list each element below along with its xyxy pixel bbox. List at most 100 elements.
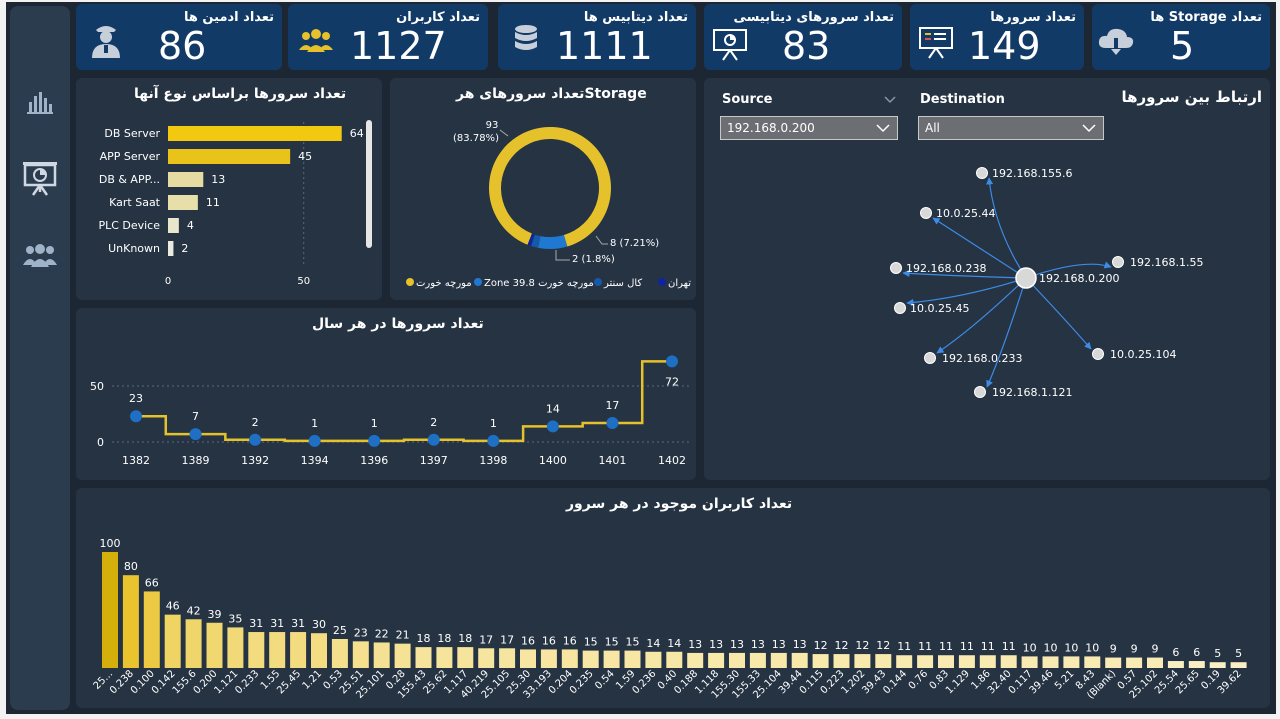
node[interactable] xyxy=(1092,348,1104,360)
bar[interactable] xyxy=(227,627,244,668)
data-label: 13 xyxy=(751,638,765,651)
data-point[interactable] xyxy=(606,416,619,429)
bar[interactable] xyxy=(582,650,599,668)
bar[interactable] xyxy=(143,591,160,668)
data-point[interactable] xyxy=(189,428,202,441)
tick-label: 1397 xyxy=(420,454,448,467)
bar[interactable] xyxy=(290,632,307,668)
bar[interactable] xyxy=(1230,662,1247,668)
bar[interactable] xyxy=(603,650,620,668)
bar[interactable] xyxy=(1209,662,1226,668)
bar[interactable] xyxy=(499,648,516,668)
bar[interactable] xyxy=(520,649,536,668)
data-point[interactable] xyxy=(546,420,559,433)
center-node[interactable] xyxy=(1015,267,1037,289)
bar[interactable] xyxy=(457,647,474,668)
bar[interactable] xyxy=(749,652,766,668)
bar[interactable] xyxy=(666,651,683,668)
tick-label: 39.62 xyxy=(1216,668,1244,696)
data-point[interactable] xyxy=(666,355,678,368)
node[interactable] xyxy=(974,386,986,398)
bar[interactable] xyxy=(478,648,495,668)
source-select[interactable]: 192.168.0.200 xyxy=(720,116,898,140)
bar[interactable] xyxy=(185,619,202,668)
slice-pct-label: (83.78%) xyxy=(453,133,499,144)
kpi-value: 1127 xyxy=(350,24,447,68)
legend-swatch xyxy=(658,278,666,286)
presentation-board-icon xyxy=(919,27,953,59)
bar[interactable] xyxy=(1000,655,1017,668)
bar[interactable] xyxy=(540,649,557,668)
node[interactable] xyxy=(976,167,988,179)
scrollbar[interactable] xyxy=(366,120,372,248)
bar[interactable] xyxy=(1126,657,1143,668)
bar[interactable] xyxy=(812,654,829,668)
data-label: 13 xyxy=(793,638,807,651)
bar[interactable] xyxy=(415,647,432,668)
data-label: 16 xyxy=(563,634,577,647)
bar[interactable] xyxy=(645,651,662,668)
bar[interactable] xyxy=(331,639,348,668)
bar[interactable] xyxy=(311,633,327,668)
bar[interactable] xyxy=(624,650,641,668)
node[interactable] xyxy=(920,207,932,219)
bar[interactable] xyxy=(122,575,139,668)
node[interactable] xyxy=(924,352,936,364)
bar[interactable] xyxy=(687,652,704,668)
bar[interactable] xyxy=(708,652,725,668)
data-label: 11 xyxy=(960,640,974,653)
bar[interactable] xyxy=(958,655,975,668)
bar-chart-icon[interactable] xyxy=(18,80,62,124)
bar[interactable] xyxy=(729,652,745,668)
bar[interactable] xyxy=(854,654,871,668)
data-point[interactable] xyxy=(130,410,142,423)
bar[interactable] xyxy=(770,652,787,668)
bar[interactable] xyxy=(436,647,453,668)
data-point[interactable] xyxy=(308,434,321,447)
data-point[interactable] xyxy=(249,433,262,446)
bar[interactable] xyxy=(1105,657,1122,668)
bar[interactable] xyxy=(1021,656,1038,668)
data-point[interactable] xyxy=(487,434,500,447)
bar[interactable] xyxy=(1167,661,1184,668)
bar[interactable] xyxy=(561,649,578,668)
series-line xyxy=(136,360,672,443)
bar[interactable] xyxy=(938,655,954,668)
chevron-down-icon[interactable] xyxy=(884,96,896,104)
bar[interactable] xyxy=(269,632,286,668)
bar[interactable] xyxy=(1084,656,1101,668)
bar[interactable] xyxy=(1147,657,1163,668)
bar[interactable] xyxy=(373,642,390,668)
edge xyxy=(1025,261,1112,279)
presentation-chart-icon[interactable] xyxy=(18,156,62,200)
bar[interactable] xyxy=(102,552,118,668)
data-point[interactable] xyxy=(427,433,440,446)
bar[interactable] xyxy=(917,655,934,668)
bar[interactable] xyxy=(352,641,369,668)
node[interactable] xyxy=(894,302,906,314)
bar[interactable] xyxy=(164,614,181,668)
panel-title: تعداد سرورها در هر سال xyxy=(312,316,484,332)
admin-user-icon xyxy=(92,26,120,58)
node[interactable] xyxy=(890,262,902,274)
bar[interactable] xyxy=(206,622,223,668)
data-point[interactable] xyxy=(368,434,381,447)
data-label: 80 xyxy=(124,560,138,573)
bar[interactable] xyxy=(979,655,996,668)
bar[interactable] xyxy=(394,643,411,668)
bar[interactable] xyxy=(1188,661,1205,668)
dashboard-canvas: تعداد ادمین ها 86 تعداد کاربران 1127 تعد… xyxy=(6,2,1276,714)
data-label: 64 xyxy=(350,127,364,140)
data-label: 15 xyxy=(626,636,640,649)
bar[interactable] xyxy=(1063,656,1080,668)
bar[interactable] xyxy=(833,654,850,668)
bar[interactable] xyxy=(248,632,265,668)
tick-label: 0 xyxy=(97,436,104,449)
users-group-icon[interactable] xyxy=(18,234,62,278)
bar[interactable] xyxy=(896,655,913,668)
bar[interactable] xyxy=(791,652,808,668)
bar[interactable] xyxy=(875,654,892,668)
bar[interactable] xyxy=(1042,656,1059,668)
destination-select[interactable]: All xyxy=(918,116,1104,140)
node[interactable] xyxy=(1112,256,1124,268)
